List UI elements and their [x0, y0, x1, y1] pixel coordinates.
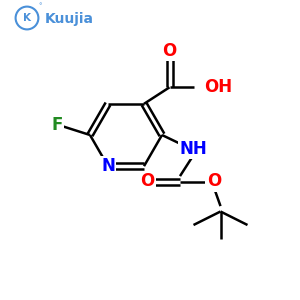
Text: F: F — [51, 116, 63, 134]
Text: N: N — [101, 157, 115, 175]
Text: O: O — [140, 172, 155, 190]
Text: O: O — [162, 42, 177, 60]
Text: K: K — [23, 13, 31, 23]
Text: NH: NH — [179, 140, 207, 158]
Text: O: O — [207, 172, 221, 190]
Text: Kuujia: Kuujia — [44, 12, 94, 26]
Text: OH: OH — [204, 78, 232, 96]
Text: °: ° — [38, 4, 42, 10]
